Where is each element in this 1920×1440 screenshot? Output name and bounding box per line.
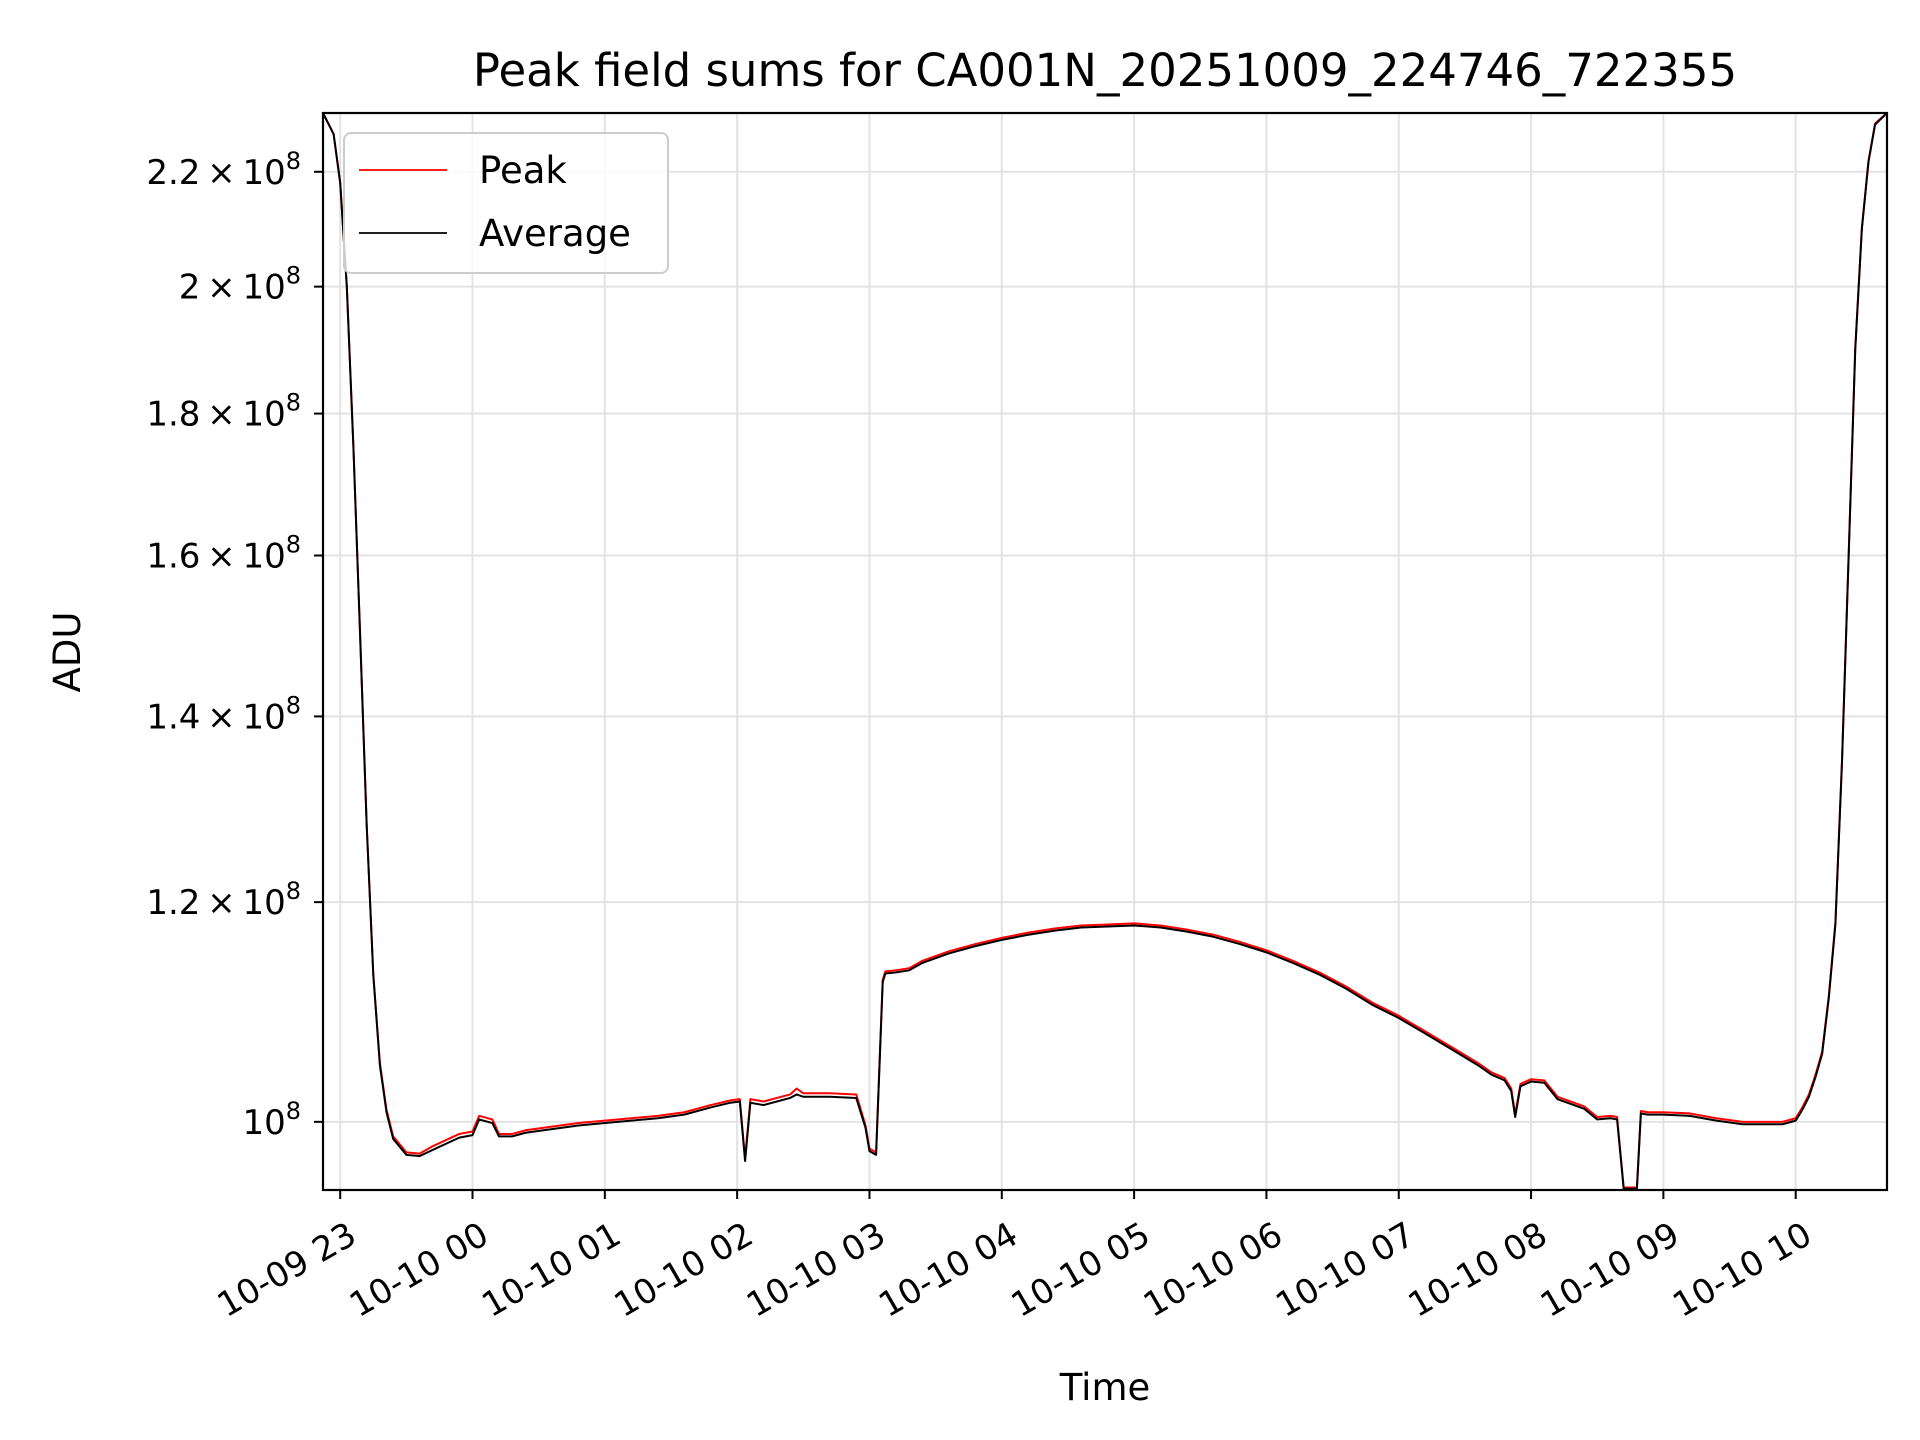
legend-label-peak: Peak [479, 149, 567, 192]
y-tick-label: 1.2 × 108 [146, 877, 301, 923]
y-tick-label: 108 [242, 1097, 301, 1143]
y-tick-label: 1.6 × 108 [146, 531, 301, 577]
x-axis-label: Time [1059, 1366, 1151, 1409]
legend-label-average: Average [479, 212, 631, 255]
series-layer [323, 113, 1887, 1190]
y-axis-label: ADU [46, 612, 89, 693]
grid [323, 113, 1887, 1190]
y-tick-label: 1.4 × 108 [146, 691, 301, 737]
chart-title: Peak field sums for CA001N_20251009_2247… [473, 44, 1737, 97]
y-tick-label: 2.2 × 108 [146, 147, 301, 193]
series-line-average [323, 113, 1887, 1190]
y-axis: 108 1.2 × 108 1.4 × 108 1.6 × 108 1.8 × 108 2… [146, 147, 323, 1143]
legend: Peak Average [343, 132, 669, 274]
y-tick-label: 2 × 108 [179, 262, 301, 308]
plot-frame [321, 111, 1889, 1192]
series-line-peak [323, 113, 1887, 1189]
legend-box [343, 132, 669, 274]
y-tick-label: 1.8 × 108 [146, 389, 301, 435]
